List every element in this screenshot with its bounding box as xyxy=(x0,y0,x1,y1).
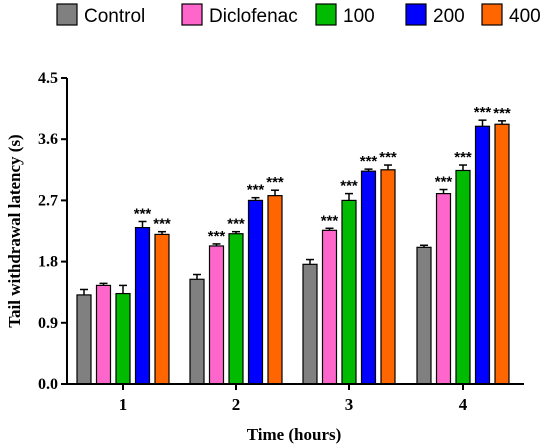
legend-label: 100 xyxy=(343,6,375,27)
significance-label: *** xyxy=(340,178,358,195)
significance-label: *** xyxy=(435,174,453,191)
legend-swatch xyxy=(56,3,78,26)
x-axis: 1 2 3 4 xyxy=(67,383,524,414)
y-axis-title: Tail withdrawal latency (s) xyxy=(5,134,24,327)
significance-label: *** xyxy=(153,216,171,233)
bar xyxy=(228,233,244,385)
significance-label: *** xyxy=(379,149,397,166)
bar xyxy=(208,245,225,385)
bar xyxy=(267,195,283,385)
significance-label: *** xyxy=(227,216,245,233)
legend-swatch xyxy=(405,3,427,26)
x-axis-title: Time (hours) xyxy=(247,425,342,444)
legend-label: 400 xyxy=(509,6,541,27)
y-tick-label: 4.5 xyxy=(38,70,58,87)
x-tick-label: 1 xyxy=(119,395,128,414)
legend-label: Diclofenac xyxy=(209,6,298,27)
significance-label: *** xyxy=(454,149,472,166)
significance-label: *** xyxy=(493,105,511,122)
legend-label: 200 xyxy=(433,6,465,27)
legend: Control Diclofenac 100 200 400 xyxy=(56,3,541,27)
bar xyxy=(76,294,92,385)
bar xyxy=(134,227,151,385)
bar xyxy=(95,284,112,385)
significance-label: *** xyxy=(247,182,265,199)
significance-label: *** xyxy=(474,104,492,121)
y-tick-label: 2.7 xyxy=(38,192,58,209)
bar xyxy=(380,169,396,385)
legend-swatch xyxy=(181,3,203,26)
bar xyxy=(115,292,131,385)
y-tick-label: 0.0 xyxy=(38,376,58,393)
bar xyxy=(494,123,510,385)
legend-swatch xyxy=(315,3,337,26)
significance-label: *** xyxy=(321,212,339,229)
y-tick-label: 0.9 xyxy=(38,315,58,332)
x-tick-label: 4 xyxy=(459,395,468,414)
bar xyxy=(474,125,491,385)
bar xyxy=(189,278,205,385)
bar xyxy=(360,170,377,385)
legend-label: Control xyxy=(84,6,145,27)
y-tick-label: 1.8 xyxy=(38,254,58,271)
x-tick-label: 3 xyxy=(345,395,354,414)
bar xyxy=(341,199,357,385)
x-tick-label: 2 xyxy=(232,395,241,414)
significance-label: *** xyxy=(208,228,226,245)
bar xyxy=(455,169,471,385)
legend-swatch xyxy=(481,3,503,26)
y-tick-label: 3.6 xyxy=(38,131,58,148)
bars: *************** ************ ************ *… xyxy=(76,104,511,385)
bar xyxy=(435,193,452,385)
significance-label: *** xyxy=(266,174,284,191)
significance-label: *** xyxy=(360,153,378,170)
bar xyxy=(321,229,338,385)
bar xyxy=(416,246,432,385)
y-axis: 0.0 0.9 1.8 2.7 3.6 4.5 xyxy=(38,70,68,393)
significance-label: *** xyxy=(134,205,152,222)
bar xyxy=(302,263,318,385)
bar xyxy=(247,199,264,385)
bar xyxy=(154,233,170,385)
